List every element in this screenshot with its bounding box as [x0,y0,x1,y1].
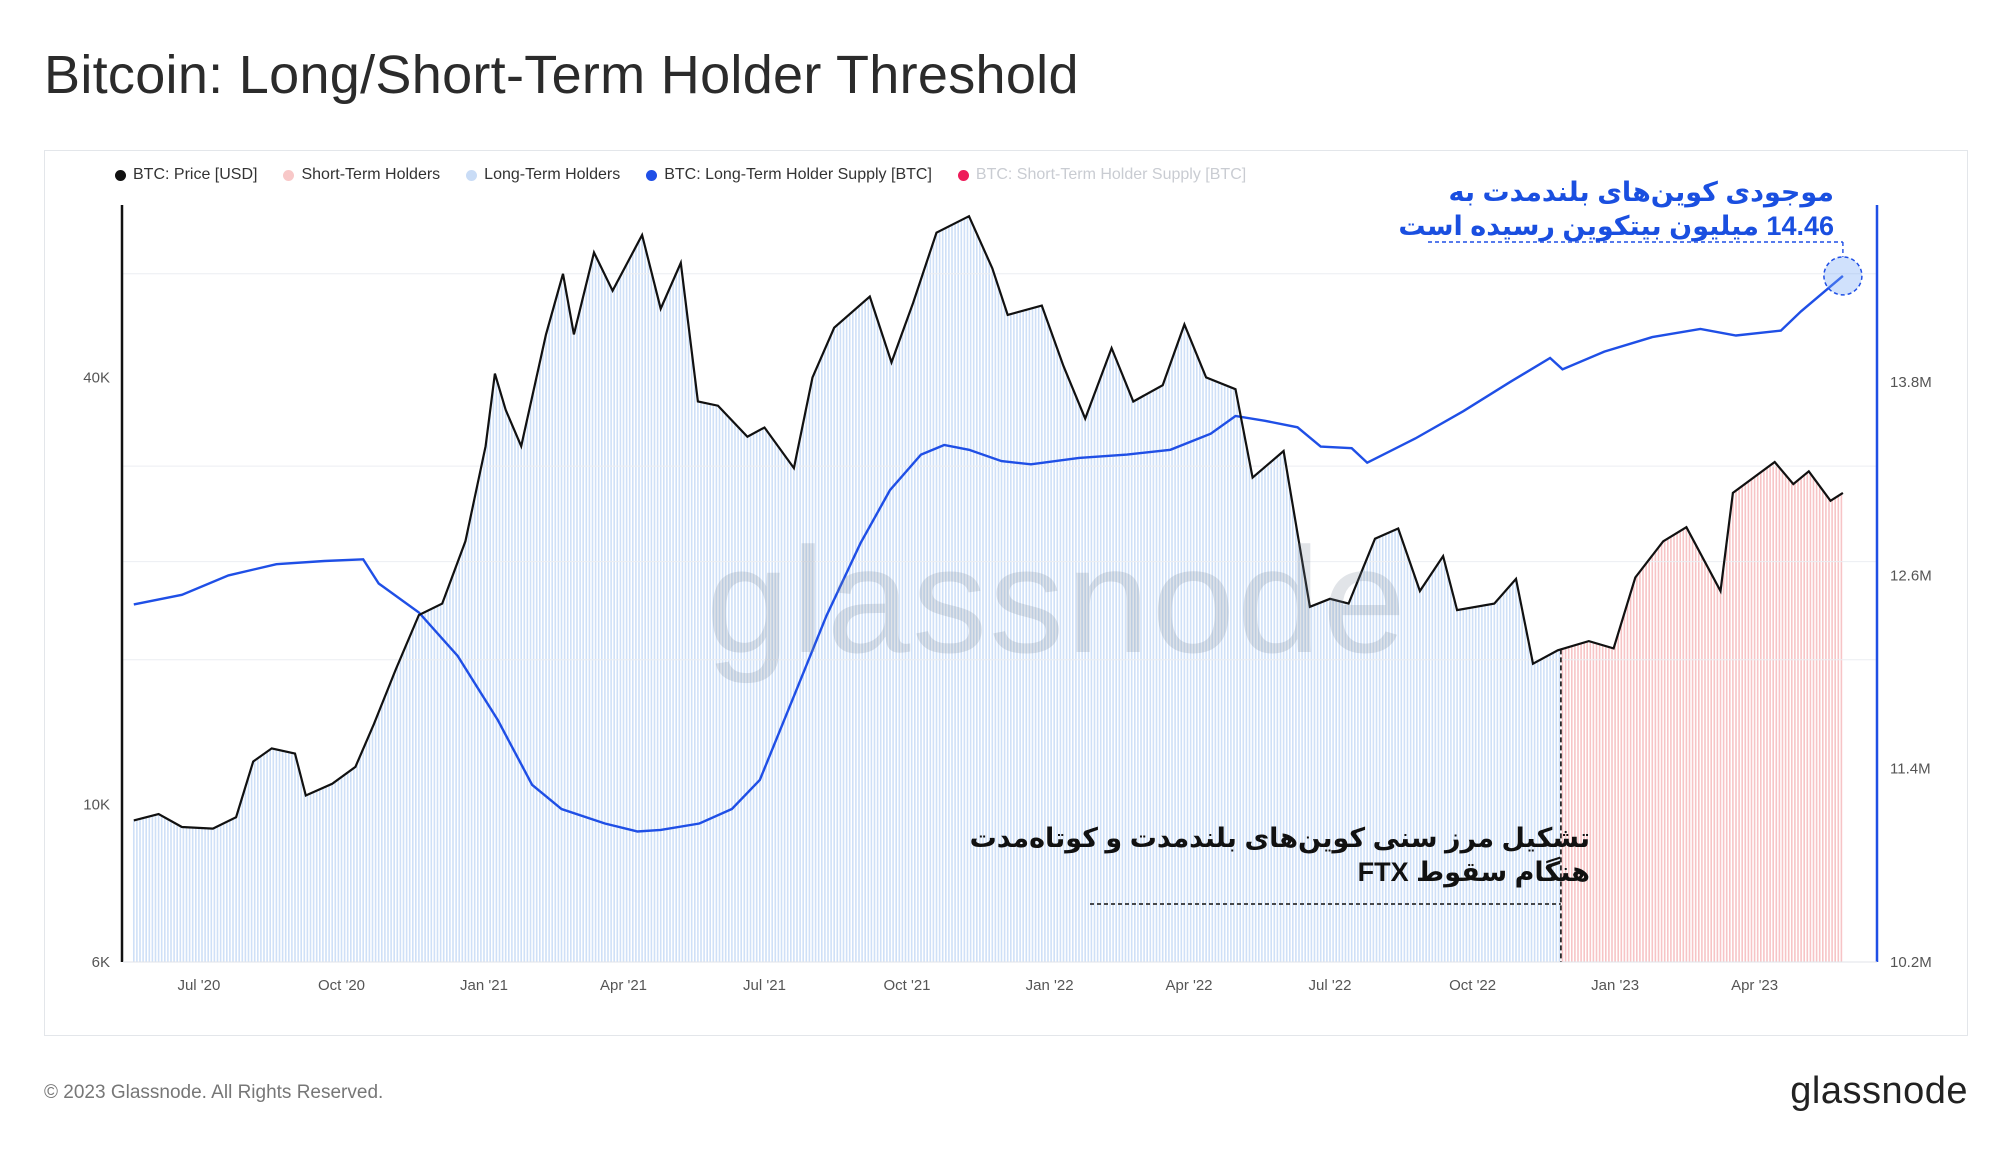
y-left-tick-label: 10K [83,797,110,814]
annotation-line: تشکیل مرز سنی کوین‌های بلندمدت و کوتاه‌م… [969,823,1590,853]
legend-label: BTC: Short-Term Holder Supply [BTC] [975,166,1247,183]
annotation-lth-supply: موجودی کوین‌های بلندمدت به 14.46 میلیون … [1398,176,1834,244]
legend-dot-icon [115,169,126,181]
y-right-tick-label: 13.8M [1890,374,1932,391]
y-right-tick-label: 11.4M [1890,761,1931,778]
watermark: glassnode [706,516,1408,684]
x-tick-label: Jan '22 [1026,977,1074,994]
x-tick-label: Jul '21 [743,977,786,994]
x-tick-label: Oct '20 [318,977,365,994]
annotation-markers [1090,241,1863,905]
legend-item-short-term-holders[interactable]: Short-Term Holders [283,166,440,184]
y-right-tick-label: 10.2M [1890,954,1932,971]
legend: BTC: Price [USD] Short-Term Holders Long… [115,166,1246,184]
btc-price-line [133,214,1844,830]
holder-bars [133,217,1843,962]
lth-supply-highlight-circle [1823,256,1863,296]
annotation-line: موجودی کوین‌های بلندمدت به [1448,177,1834,207]
x-tick-label: Jul '22 [1309,977,1352,994]
chart-frame [44,150,1968,1036]
legend-dot-icon [957,169,969,181]
legend-dot-icon [466,169,478,181]
x-tick-label: Oct '22 [1449,977,1496,994]
page-title: Bitcoin: Long/Short-Term Holder Threshol… [44,45,1079,105]
x-tick-label: Oct '21 [883,977,930,994]
long-term-holder-supply-line [133,274,1844,833]
x-tick-label: Apr '22 [1165,977,1212,994]
x-tick-label: Apr '21 [600,977,647,994]
legend-dot-icon [646,169,658,181]
annotation-line: 14.46 میلیون بیتکوین رسیده است [1398,210,1834,241]
legend-item-lth-supply[interactable]: BTC: Long-Term Holder Supply [BTC] [646,166,932,184]
legend-item-long-term-holders[interactable]: Long-Term Holders [466,166,620,184]
footer-copyright: © 2023 Glassnode. All Rights Reserved. [44,1082,384,1103]
legend-label: Long-Term Holders [484,166,621,183]
y-right-tick-label: 12.6M [1890,567,1932,584]
legend-item-sth-supply[interactable]: BTC: Short-Term Holder Supply [BTC] [957,166,1247,184]
x-tick-label: Apr '23 [1731,977,1778,994]
legend-label: BTC: Price [USD] [133,166,258,183]
legend-item-price[interactable]: BTC: Price [USD] [115,166,257,184]
legend-label: BTC: Long-Term Holder Supply [BTC] [664,166,932,183]
gridlines [123,273,1877,661]
legend-label: Short-Term Holders [301,166,441,183]
y-left-tick-label: 6K [92,954,110,971]
y-left-tick-label: 40K [83,369,110,386]
x-tick-label: Jan '21 [460,977,508,994]
legend-dot-icon [283,169,295,181]
x-tick-label: Jan '23 [1591,977,1639,994]
axes [120,205,1879,963]
glassnode-logo[interactable]: glassnode [1790,1070,1968,1112]
x-tick-label: Jul '20 [177,977,220,994]
annotation-line: هنگام سقوط FTX [1357,856,1590,887]
tick-labels: Jul '20 Oct '20 Jan '21 Apr '21 Jul '21 Oct '… [83,369,1931,994]
annotation-ftx-threshold: تشکیل مرز سنی کوین‌های بلندمدت و کوتاه‌م… [970,822,1590,890]
